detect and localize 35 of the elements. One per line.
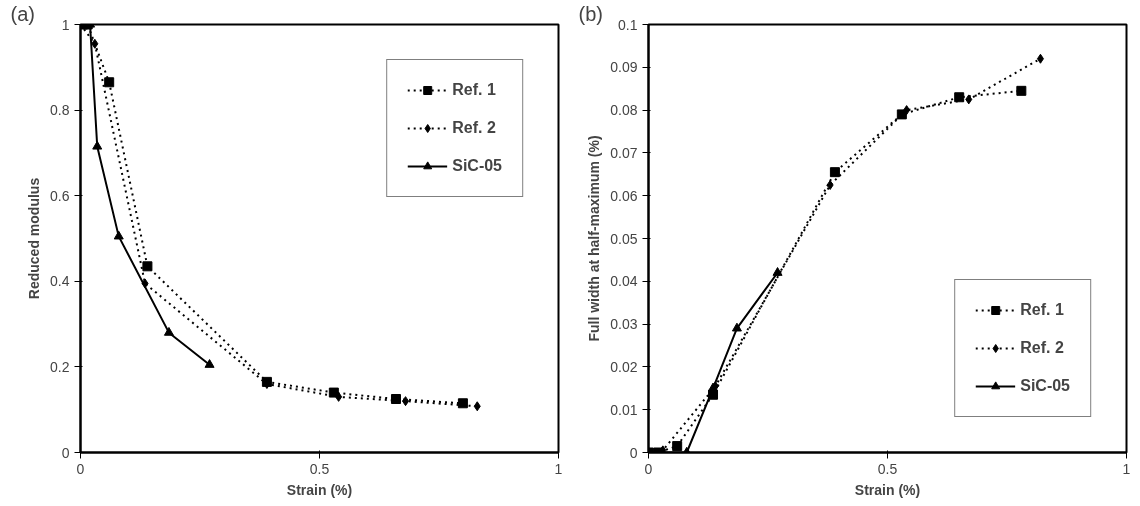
text: (b) [578,2,603,25]
y-tick-label: 0.06 [610,187,638,204]
y-tick-label: 0.04 [610,273,638,290]
y-tick-label: 0.8 [50,102,70,119]
y-tick-label: 0.02 [610,358,638,375]
y-tick-label: 0 [629,444,638,461]
x-tick-label: 1 [1122,460,1131,477]
x-tick-label: 0.5 [309,460,330,477]
y-tick-label: 0.03 [610,316,638,333]
y-tick-label: 0.09 [610,59,638,76]
y-tick-label: 1 [61,16,70,33]
y-tick-label: 0.05 [610,230,638,247]
legend-label: SiC-05 [1020,377,1070,395]
legend-label: Ref. 1 [452,81,496,99]
y-tick-label: 0.1 [618,16,638,33]
x-tick-label: 0 [76,460,85,477]
x-axis-title: Strain (%) [854,481,921,498]
x-tick-label: 0.5 [877,460,898,477]
y-tick-label: 0.01 [610,401,638,418]
y-tick-label: 0.6 [50,187,70,204]
y-tick-label: 0.4 [50,273,70,290]
y-tick-label: 0.2 [50,358,70,375]
y-tick-label: 0.08 [610,102,638,119]
y-tick-label: 0 [61,444,70,461]
y-axis-title: Full width at half-maximum (%) [586,135,603,342]
y-tick-label: 0.07 [610,144,638,161]
legend-label: SiC-05 [452,157,502,175]
x-axis-title: Strain (%) [286,481,353,498]
x-tick-label: 1 [554,460,563,477]
y-axis-title: Reduced modulus [26,177,43,300]
legend-label: Ref. 2 [452,119,496,137]
legend-label: Ref. 1 [1020,301,1064,319]
legend-label: Ref. 2 [1020,339,1064,357]
text: (a) [10,2,35,25]
x-tick-label: 0 [644,460,653,477]
